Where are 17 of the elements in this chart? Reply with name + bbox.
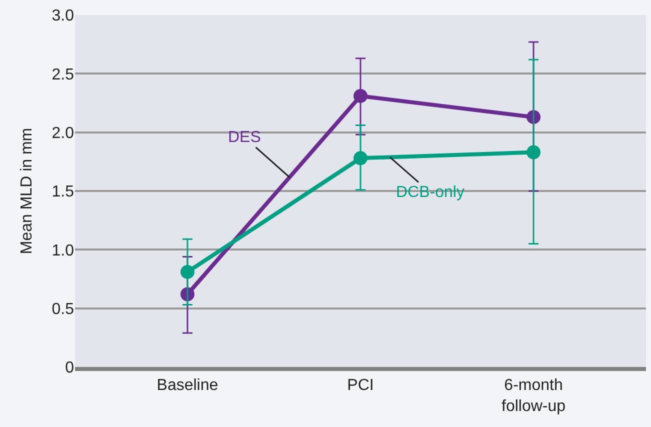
x-tick-label: PCI: [347, 377, 374, 394]
text: DES: [228, 129, 261, 146]
x-tick-label: Baseline: [156, 377, 218, 394]
point: [354, 151, 368, 166]
y-tick-label: 1.0: [52, 242, 74, 260]
y-axis-title: Mean MLD in mm: [18, 128, 36, 254]
y-tick-label: 1.5: [52, 184, 74, 201]
point: [354, 88, 368, 103]
y-tick-label: 3.0: [52, 8, 74, 25]
point: [526, 145, 541, 160]
y-tick-label: 2.5: [52, 66, 74, 84]
x-tick-label: 6-month follow-up: [502, 377, 566, 415]
series-label: DCB-only: [396, 184, 464, 201]
y-tick-label: 0: [65, 360, 74, 377]
y-tick-label: 0.5: [52, 300, 74, 318]
point: [180, 264, 194, 279]
y-tick-label: 2.0: [52, 124, 74, 142]
